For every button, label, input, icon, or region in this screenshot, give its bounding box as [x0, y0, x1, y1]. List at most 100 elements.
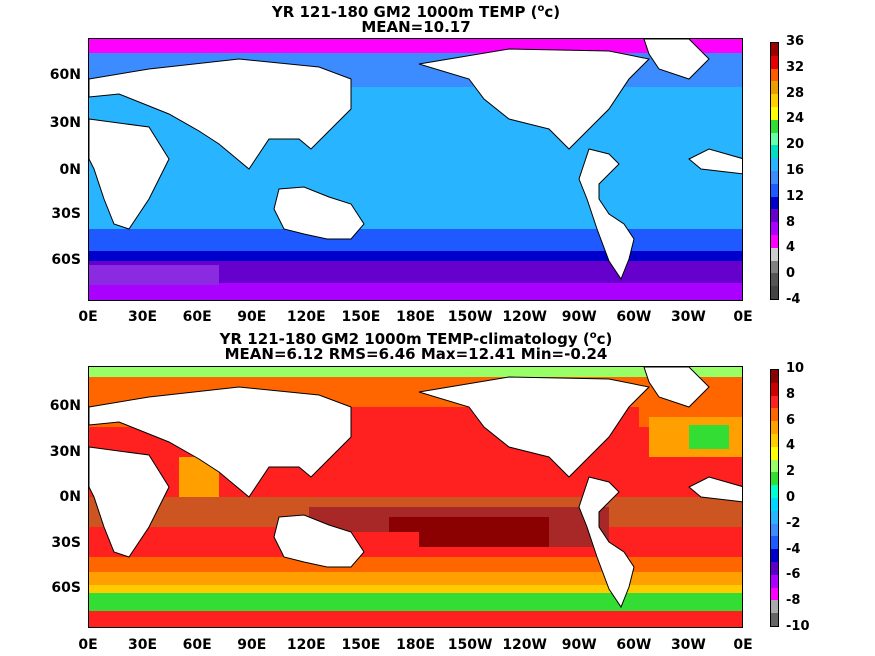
colorbar-segment	[771, 485, 778, 498]
panel2-map	[88, 366, 743, 628]
x-tick-label: 90W	[561, 637, 597, 653]
x-tick-label: 0E	[733, 309, 753, 325]
x-tick-label: 90E	[237, 309, 267, 325]
colorbar-tick-label: 24	[786, 111, 805, 127]
colorbar-segment	[771, 395, 778, 409]
colorbar-tick-label: 2	[786, 464, 796, 480]
x-tick-label: 120W	[502, 637, 547, 653]
colorbar-segment	[771, 421, 778, 434]
x-tick-label: 30W	[670, 309, 706, 325]
panel2-title-line2: MEAN=6.12 RMS=6.46 Max=12.41 Min=-0.24	[224, 345, 608, 363]
panel2-title-line1: YR 121-180 GM2 1000m TEMP-climatology (o…	[219, 330, 613, 348]
colorbar-tick-label: -10	[786, 619, 810, 634]
colorbar-segment	[771, 94, 778, 107]
colorbar-segment	[771, 132, 778, 146]
colorbar-segment	[771, 55, 778, 69]
x-tick-label: 0E	[733, 637, 753, 653]
colorbar-segment	[771, 196, 778, 210]
colorbar-segment	[771, 247, 778, 261]
x-tick-label: 60E	[182, 309, 212, 325]
colorbar-segment	[771, 523, 778, 537]
colorbar-segment	[771, 561, 778, 575]
colorbar-segment	[771, 459, 778, 473]
colorbar-tick-label: -6	[786, 567, 801, 583]
colorbar-tick-label: 8	[786, 386, 796, 402]
panel1-colorbar	[770, 42, 779, 300]
panel1-ytick-60s: 60S	[51, 252, 81, 268]
x-tick-label: 0E	[78, 637, 98, 653]
panel1-title-line2: MEAN=10.17	[361, 18, 471, 36]
colorbar-segment	[771, 574, 778, 588]
colorbar-segment	[771, 222, 778, 235]
colorbar-segment	[771, 43, 778, 56]
colorbar-tick-label: 16	[786, 163, 805, 178]
x-tick-label: 120E	[286, 309, 326, 325]
colorbar-segment	[771, 81, 778, 95]
colorbar-segment	[771, 600, 778, 614]
colorbar-segment	[771, 209, 778, 223]
x-tick-label: 120W	[502, 309, 547, 325]
x-tick-label: 30E	[128, 637, 158, 653]
colorbar-segment	[771, 145, 778, 159]
colorbar-tick-label: 8	[786, 214, 796, 230]
colorbar-tick-label: 10	[786, 361, 805, 376]
x-tick-label: 60W	[616, 637, 652, 653]
colorbar-tick-label: 0	[786, 266, 796, 282]
colorbar-segment	[771, 119, 778, 133]
panel2-ytick-30n: 30N	[49, 444, 81, 460]
x-tick-label: 150E	[341, 309, 381, 325]
x-tick-label: 60W	[616, 309, 652, 325]
colorbar-segment	[771, 510, 778, 524]
panel1-map	[88, 38, 743, 301]
colorbar-segment	[771, 158, 778, 171]
colorbar-segment	[771, 536, 778, 550]
x-tick-label: 30W	[670, 637, 706, 653]
colorbar-segment	[771, 106, 778, 120]
colorbar-segment	[771, 183, 778, 197]
x-tick-label: 120E	[286, 637, 326, 653]
panel1-ytick-60n: 60N	[49, 67, 81, 83]
x-tick-label: 90W	[561, 309, 597, 325]
colorbar-segment	[771, 260, 778, 274]
x-tick-label: 150W	[447, 637, 493, 653]
x-tick-label: 150E	[341, 637, 381, 653]
colorbar-segment	[771, 549, 778, 562]
panel2-ytick-30s: 30S	[51, 535, 81, 551]
x-tick-label: 180E	[396, 309, 435, 325]
colorbar-tick-label: -4	[786, 541, 801, 557]
colorbar-segment	[771, 170, 778, 184]
colorbar-tick-label: 12	[786, 188, 805, 204]
colorbar-tick-label: -8	[786, 593, 801, 609]
colorbar-segment	[771, 497, 778, 511]
x-tick-label: 30E	[128, 309, 158, 325]
colorbar-segment	[771, 613, 778, 626]
colorbar-segment	[771, 370, 778, 383]
colorbar-tick-label: 32	[786, 59, 805, 75]
colorbar-segment	[771, 408, 778, 422]
panel2-ytick-0n: 0N	[59, 489, 81, 505]
colorbar-segment	[771, 273, 778, 287]
panel1-ytick-0n: 0N	[59, 162, 81, 178]
colorbar-segment	[771, 382, 778, 396]
x-tick-label: 0E	[78, 309, 98, 325]
colorbar-tick-label: 6	[786, 412, 796, 428]
colorbar-tick-label: -2	[786, 515, 801, 531]
colorbar-tick-label: 4	[786, 438, 796, 454]
x-tick-label: 90E	[237, 637, 267, 653]
x-tick-label: 60E	[182, 637, 212, 653]
colorbar-tick-label: -4	[786, 292, 801, 307]
colorbar-segment	[771, 68, 778, 82]
colorbar-segment	[771, 433, 778, 447]
x-tick-label: 180E	[396, 637, 435, 653]
colorbar-tick-label: 20	[786, 137, 805, 153]
colorbar-tick-label: 0	[786, 490, 796, 505]
panel2-ytick-60s: 60S	[51, 580, 81, 596]
panel1-title-line1: YR 121-180 GM2 1000m TEMP (oc)	[271, 3, 561, 21]
colorbar-tick-label: 4	[786, 240, 796, 256]
panel2-colorbar	[770, 369, 779, 627]
x-tick-label: 150W	[447, 309, 493, 325]
colorbar-segment	[771, 587, 778, 601]
colorbar-segment	[771, 472, 778, 486]
colorbar-tick-label: 36	[786, 34, 805, 49]
colorbar-segment	[771, 286, 778, 299]
